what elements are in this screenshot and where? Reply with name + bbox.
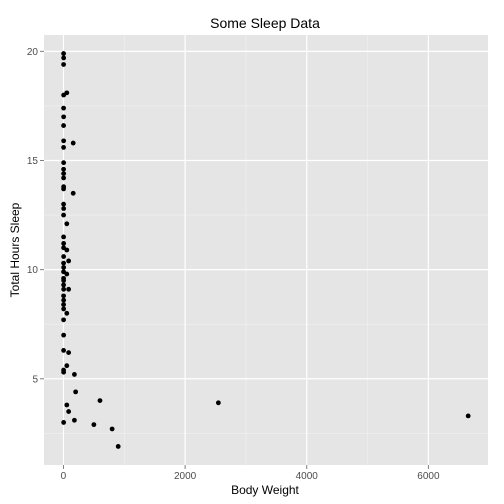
- data-point: [97, 398, 103, 404]
- data-point: [61, 145, 66, 150]
- chart-title: Some Sleep Data: [210, 15, 320, 31]
- y-tick-label: 15: [27, 156, 39, 167]
- data-point: [72, 372, 77, 377]
- data-point: [61, 234, 66, 240]
- y-tick-label: 10: [27, 265, 39, 276]
- data-point: [61, 306, 67, 312]
- data-point: [61, 105, 66, 111]
- data-point: [115, 444, 121, 449]
- data-point: [61, 212, 66, 218]
- data-point: [61, 369, 67, 375]
- data-point: [61, 160, 67, 166]
- data-point: [72, 417, 77, 423]
- x-tick-label: 0: [61, 471, 67, 482]
- data-point: [61, 317, 66, 323]
- minor-gridlines: [44, 35, 488, 465]
- data-point: [61, 265, 67, 270]
- data-point: [61, 332, 67, 338]
- plot-panel: [44, 35, 488, 465]
- y-axis-title: Total Hours Sleep: [8, 202, 22, 297]
- data-point: [64, 247, 70, 253]
- data-point: [64, 363, 70, 369]
- y-axis-ticks: 5 10 15 20: [27, 47, 44, 385]
- data-point: [61, 166, 66, 172]
- data-point: [64, 402, 70, 408]
- major-gridlines: [44, 35, 488, 465]
- data-point: [66, 350, 72, 355]
- data-point: [61, 114, 67, 120]
- data-point: [61, 123, 66, 128]
- x-axis-title: Body Weight: [231, 483, 299, 497]
- data-points: [61, 51, 471, 449]
- data-point: [465, 413, 471, 419]
- x-tick-label: 2000: [174, 471, 197, 482]
- data-point: [64, 310, 70, 316]
- data-point: [64, 271, 70, 277]
- data-point: [61, 282, 66, 288]
- data-point: [61, 420, 67, 425]
- data-point: [61, 302, 66, 307]
- data-point: [61, 62, 66, 67]
- x-axis-ticks: 0 2000 4000 6000: [61, 465, 440, 482]
- data-point: [61, 278, 67, 283]
- data-point: [61, 254, 67, 259]
- data-point: [73, 389, 79, 395]
- data-point: [61, 175, 66, 181]
- data-point: [66, 409, 72, 414]
- data-point: [215, 400, 221, 406]
- data-point: [61, 297, 67, 303]
- data-point: [61, 286, 67, 292]
- data-point: [70, 140, 76, 146]
- data-point: [61, 241, 67, 246]
- data-point: [64, 90, 70, 96]
- data-point: [109, 426, 115, 432]
- data-point: [66, 258, 72, 264]
- data-point: [61, 51, 66, 56]
- data-point: [61, 186, 66, 192]
- data-point: [70, 190, 76, 196]
- y-tick-label: 5: [32, 374, 38, 385]
- x-tick-label: 4000: [296, 471, 319, 482]
- data-point: [61, 206, 67, 211]
- data-point: [91, 422, 97, 428]
- data-point: [61, 138, 67, 144]
- data-point: [61, 260, 66, 266]
- data-point: [61, 348, 66, 353]
- data-point: [61, 171, 67, 177]
- data-point: [64, 221, 70, 227]
- y-tick-label: 20: [27, 47, 39, 58]
- x-tick-label: 6000: [417, 471, 440, 482]
- data-point: [61, 293, 66, 299]
- data-point: [66, 286, 72, 292]
- data-point: [61, 201, 66, 207]
- data-point: [61, 55, 67, 61]
